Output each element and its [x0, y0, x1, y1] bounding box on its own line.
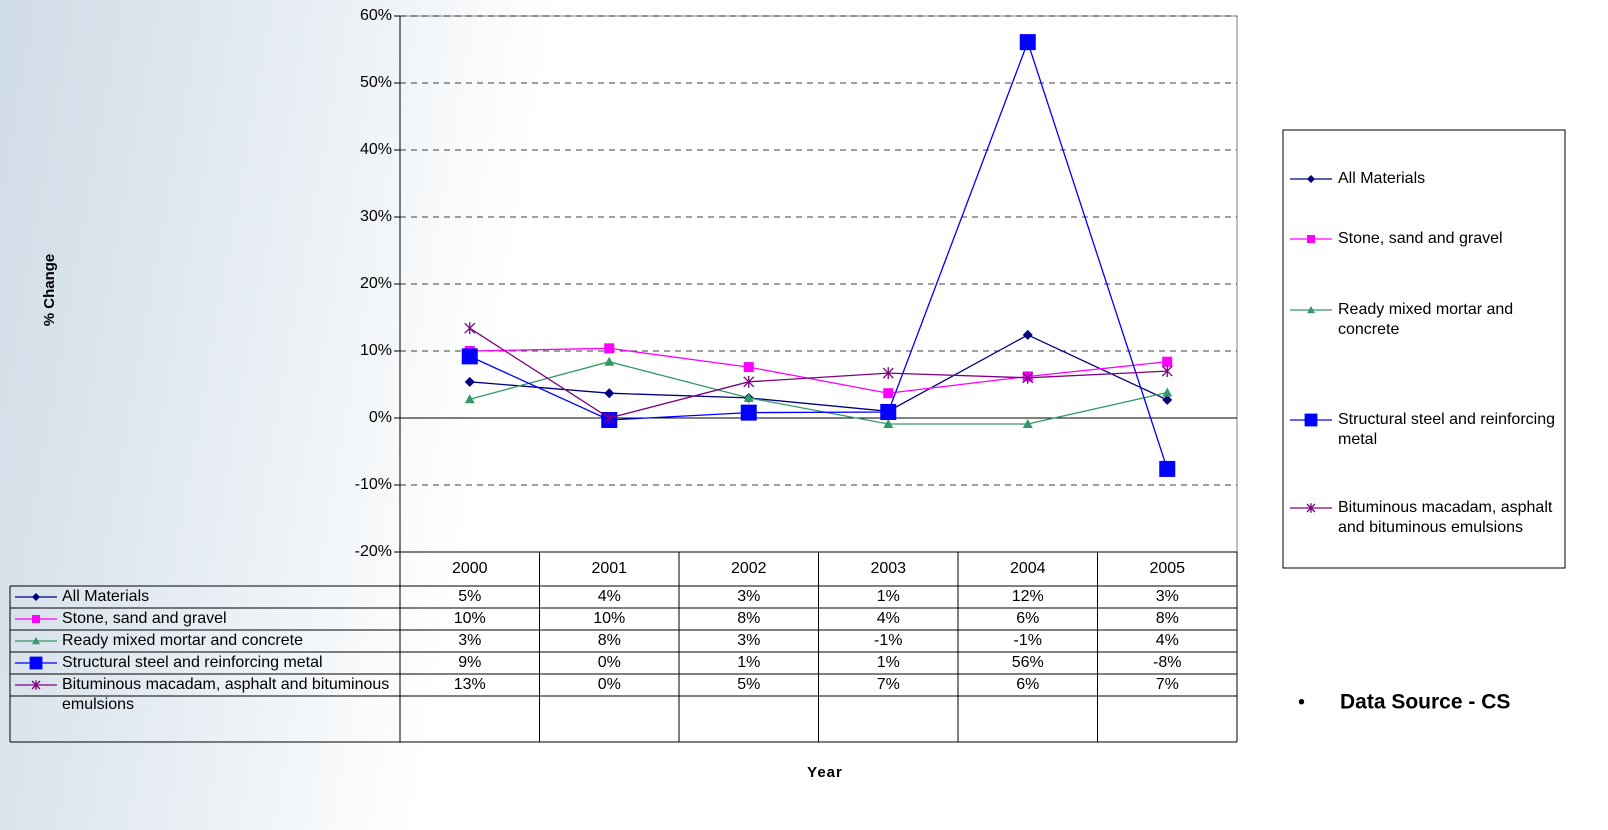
y-tick-label: 0%	[369, 409, 392, 426]
table-value: 1%	[819, 587, 959, 607]
table-value: 8%	[1098, 609, 1238, 629]
x-tick-label: 2005	[1149, 560, 1185, 577]
marker	[880, 404, 896, 420]
table-value: 3%	[679, 587, 819, 607]
marker	[604, 388, 614, 398]
marker	[1020, 34, 1036, 50]
marker	[883, 388, 893, 398]
table-row-label: All Materials	[62, 587, 392, 607]
table-value: 6%	[958, 609, 1098, 629]
table-value: 8%	[679, 609, 819, 629]
table-value: 7%	[1098, 675, 1238, 695]
y-axis-title: % Change	[41, 254, 58, 327]
table-value: 4%	[819, 609, 959, 629]
marker	[462, 348, 478, 364]
marker	[1159, 461, 1175, 477]
marker	[1023, 330, 1033, 340]
marker	[1305, 414, 1318, 427]
table-row-label: Ready mixed mortar and concrete	[62, 631, 392, 651]
marker	[465, 377, 475, 387]
marker	[744, 362, 754, 372]
table-row-label: Bituminous macadam, asphalt and bitumino…	[62, 675, 392, 715]
table-value: 3%	[1098, 587, 1238, 607]
marker	[604, 357, 614, 366]
x-tick-label: 2001	[591, 560, 627, 577]
table-value: 4%	[540, 587, 680, 607]
table-value: 56%	[958, 653, 1098, 673]
table-value: 1%	[679, 653, 819, 673]
table-value: 4%	[1098, 631, 1238, 651]
y-tick-label: 20%	[360, 275, 392, 292]
table-value: 10%	[540, 609, 680, 629]
y-tick-label: -10%	[355, 476, 392, 493]
table-value: 9%	[400, 653, 540, 673]
series-line	[470, 362, 1168, 424]
table-value: 7%	[819, 675, 959, 695]
legend-label: All Materials	[1338, 169, 1563, 189]
table-value: 0%	[540, 653, 680, 673]
x-tick-label: 2003	[870, 560, 906, 577]
y-tick-label: -20%	[355, 543, 392, 560]
table-value: 6%	[958, 675, 1098, 695]
page: % Change Year • Data Source - CS -20% -10…	[0, 0, 1608, 830]
x-tick-label: 2004	[1010, 560, 1046, 577]
marker	[741, 405, 757, 421]
table-value: 1%	[819, 653, 959, 673]
marker	[32, 615, 40, 623]
y-tick-label: 10%	[360, 342, 392, 359]
table-value: -1%	[958, 631, 1098, 651]
table-value: 3%	[679, 631, 819, 651]
marker	[30, 657, 43, 670]
table-value: 8%	[540, 631, 680, 651]
marker	[604, 343, 614, 353]
table-row-label: Stone, sand and gravel	[62, 609, 392, 629]
legend-label: Stone, sand and gravel	[1338, 229, 1563, 249]
table-value: 5%	[400, 587, 540, 607]
y-tick-label: 50%	[360, 74, 392, 91]
legend-label: Ready mixed mortar and concrete	[1338, 300, 1563, 340]
table-value: 13%	[400, 675, 540, 695]
marker	[1307, 235, 1315, 243]
table-value: -1%	[819, 631, 959, 651]
x-axis-title: Year	[807, 764, 843, 781]
table-value: 10%	[400, 609, 540, 629]
data-source-note: Data Source - CS	[1340, 691, 1510, 714]
y-tick-label: 40%	[360, 141, 392, 158]
marker	[1162, 388, 1172, 397]
table-value: 5%	[679, 675, 819, 695]
legend-label: Bituminous macadam, asphalt and bitumino…	[1338, 498, 1563, 538]
marker	[32, 593, 40, 601]
bullet: •	[1298, 691, 1305, 713]
legend-label: Structural steel and reinforcing metal	[1338, 410, 1563, 450]
y-tick-label: 30%	[360, 208, 392, 225]
y-tick-label: 60%	[360, 7, 392, 24]
x-tick-label: 2002	[731, 560, 767, 577]
table-row-label: Structural steel and reinforcing metal	[62, 653, 392, 673]
marker	[465, 322, 475, 334]
table-value: 12%	[958, 587, 1098, 607]
table-value: -8%	[1098, 653, 1238, 673]
table-value: 3%	[400, 631, 540, 651]
x-tick-label: 2000	[452, 560, 488, 577]
table-value: 0%	[540, 675, 680, 695]
